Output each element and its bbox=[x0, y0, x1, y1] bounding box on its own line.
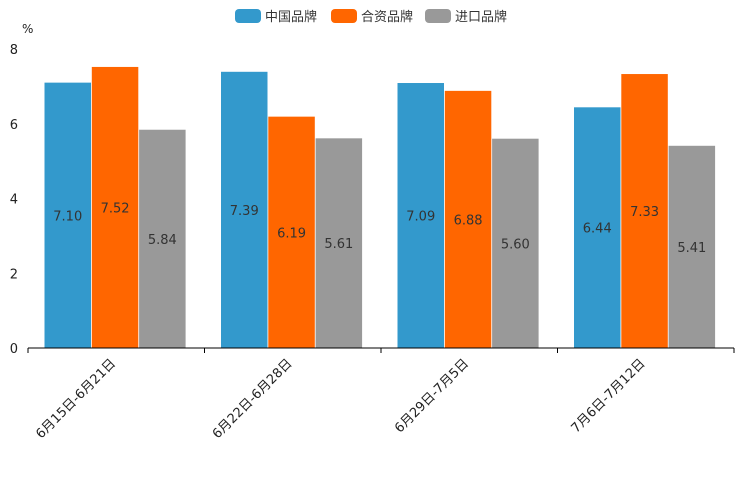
legend-label: 进口品牌 bbox=[455, 9, 507, 25]
y-axis-unit-label: % bbox=[22, 22, 33, 36]
data-label: 5.61 bbox=[324, 237, 353, 252]
data-label: 7.52 bbox=[101, 201, 130, 216]
y-tick-label: 6 bbox=[10, 118, 18, 133]
bar bbox=[315, 138, 363, 348]
bar bbox=[91, 66, 139, 348]
bar bbox=[139, 129, 186, 348]
data-label: 6.19 bbox=[277, 226, 306, 241]
data-label: 7.09 bbox=[406, 210, 435, 225]
x-tick-label: 7月6日-7月12日 bbox=[569, 356, 649, 436]
x-axis: 6月15日-6月21日 6月22日-6月28日 6月29日-7月5日 7月6日-7月1… bbox=[27, 347, 735, 442]
legend-label: 合资品牌 bbox=[361, 9, 413, 25]
legend-swatch bbox=[425, 9, 451, 23]
bar bbox=[574, 107, 621, 349]
data-label: 6.88 bbox=[454, 213, 483, 228]
bar bbox=[668, 145, 716, 348]
bar bbox=[221, 71, 268, 348]
data-label: 5.41 bbox=[677, 241, 706, 256]
bar bbox=[621, 74, 668, 348]
bar bbox=[444, 90, 492, 349]
x-tick-label: 6月15日-6月21日 bbox=[33, 356, 119, 442]
y-axis: 0 2 4 6 8 bbox=[10, 43, 18, 357]
y-tick-label: 2 bbox=[10, 267, 18, 282]
legend-label: 中国品牌 bbox=[265, 9, 317, 25]
bar bbox=[268, 116, 315, 349]
x-tick-label: 6月22日-6月28日 bbox=[210, 356, 296, 442]
y-tick-label: 0 bbox=[10, 342, 18, 357]
x-tick-label: 6月29日-7月5日 bbox=[392, 356, 472, 436]
data-label: 7.10 bbox=[53, 209, 82, 224]
legend-swatch bbox=[331, 9, 357, 23]
data-label: 5.84 bbox=[148, 233, 177, 248]
bar-group: 7.10 7.52 5.84 7.39 6.19 5.61 7.09 6.88 5.60 6.44… bbox=[44, 66, 716, 349]
data-label: 5.60 bbox=[501, 237, 530, 252]
bar bbox=[397, 83, 444, 348]
data-label: 6.44 bbox=[583, 222, 612, 237]
data-label: 7.33 bbox=[630, 205, 659, 220]
data-label: 7.39 bbox=[230, 204, 259, 219]
bar bbox=[44, 82, 91, 348]
bar bbox=[492, 138, 539, 348]
legend-swatch bbox=[235, 9, 261, 23]
legend: 中国品牌 合资品牌 进口品牌 bbox=[235, 9, 507, 25]
y-tick-label: 8 bbox=[10, 43, 18, 58]
y-tick-label: 4 bbox=[10, 193, 18, 208]
